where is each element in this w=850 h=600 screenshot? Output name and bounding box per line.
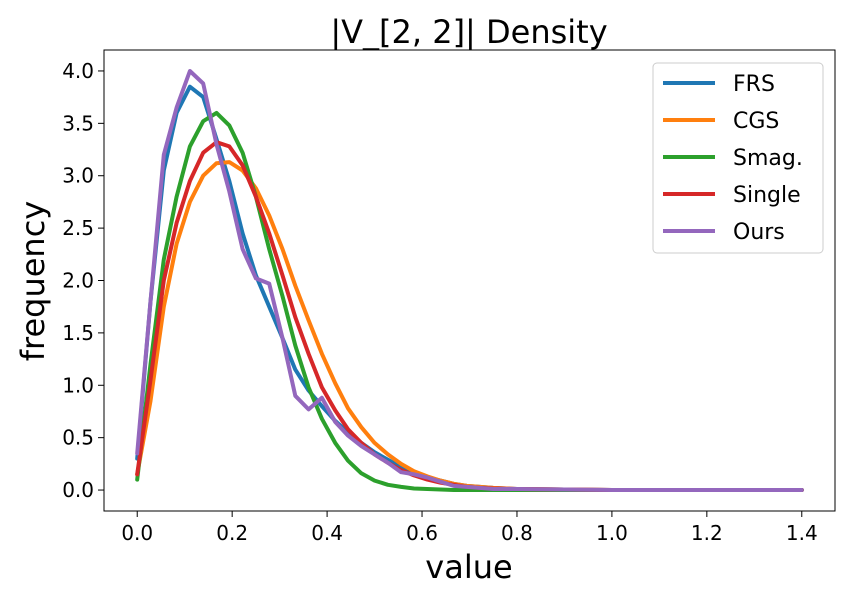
y-tick-label: 0.5 [62, 426, 94, 450]
x-axis-ticks: 0.0 0.2 0.4 0.6 0.8 1.0 1.2 1.4 [121, 511, 818, 545]
x-tick-label: 0.0 [121, 521, 153, 545]
legend-label: FRS [733, 72, 775, 97]
x-axis-label: value [425, 548, 512, 586]
legend-label: Smag. [733, 146, 803, 171]
x-tick-label: 0.6 [406, 521, 438, 545]
y-tick-label: 3.0 [62, 164, 94, 188]
chart-title: |V_[2, 2]| Density [330, 13, 607, 51]
series-lines [135, 69, 804, 492]
y-tick-label: 2.5 [62, 216, 94, 240]
y-tick-label: 3.5 [62, 111, 94, 135]
y-tick-label: 1.5 [62, 321, 94, 345]
x-tick-label: 1.2 [691, 521, 723, 545]
x-tick-label: 1.4 [786, 521, 818, 545]
y-tick-label: 1.0 [62, 373, 94, 397]
y-tick-label: 2.0 [62, 269, 94, 293]
legend-label: Ours [733, 220, 785, 245]
y-axis-label: frequency [14, 201, 52, 362]
y-tick-label: 4.0 [62, 59, 94, 83]
x-tick-label: 0.2 [216, 521, 248, 545]
legend: FRS CGS Smag. Single Ours [652, 62, 824, 254]
legend-box [652, 62, 824, 254]
x-tick-label: 1.0 [596, 521, 628, 545]
y-axis-ticks: 0.0 0.5 1.0 1.5 2.0 2.5 3.0 3.5 4.0 [62, 59, 104, 502]
legend-label: Single [733, 183, 801, 208]
legend-label: CGS [733, 109, 779, 134]
x-tick-label: 0.4 [311, 521, 343, 545]
y-tick-label: 0.0 [62, 478, 94, 502]
series-line-ours [135, 69, 804, 492]
x-tick-label: 0.8 [501, 521, 533, 545]
plot-frame [103, 49, 836, 512]
